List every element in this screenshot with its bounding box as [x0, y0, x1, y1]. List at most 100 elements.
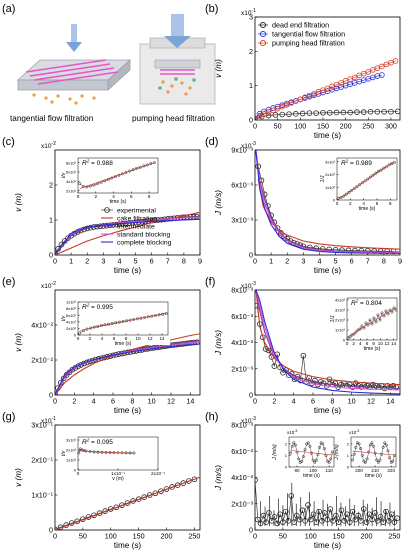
panel-f-inset-y-tick-label: 3x10³ [335, 308, 346, 313]
panel-e-x-tick-label: 14 [186, 397, 194, 406]
panel-f-inset-x-tick-label: 12 [384, 341, 390, 346]
panel-h-experimental-data-point [372, 510, 378, 516]
panel-g-inset-x-axis-label: v (m) [112, 476, 124, 482]
panel-e-inset-data-point [78, 331, 82, 335]
panel-f-inset-y-tick-label: 0 [343, 338, 346, 343]
panel-c-inset-data-point [85, 185, 89, 189]
panel-d-y-exponent-sup: -3 [251, 141, 256, 147]
panel-b-plot-area [255, 58, 400, 120]
panel-f-inset-data-point [390, 310, 394, 314]
panel-c-inset-x-tick-label: 0 [77, 194, 80, 199]
panel-e-y-tick-label: 4x10⁻² [31, 321, 53, 330]
panel-h-x-tick-label: 250 [388, 532, 400, 541]
panel-h-inset-y-exponent-sup: -3 [356, 429, 359, 433]
panel-h-plot-area [255, 477, 400, 527]
panel-h-1-inset-data-point [383, 441, 387, 445]
panel-h-experimental-data-point [341, 518, 348, 524]
panel-f-x-tick-label: 2 [272, 397, 276, 406]
panel-b-x-tick-label: 0 [253, 122, 257, 131]
panel-b-x-tick-label: 200 [340, 122, 352, 131]
panel-f-y-axis-label: J (m/s) [214, 330, 223, 356]
panel-d-inset-y-tick-label: 2x10³ [325, 172, 336, 177]
panel-c: (c) 0 1 2 3 4 5 6 7 8 9 0 1 2 time (s) v (m) x10-2 experi… [2, 136, 202, 275]
panel-b-pumping-head-filtration-data-point [283, 102, 290, 108]
panel-d-cake-filtration-fit-line [257, 179, 400, 250]
panel-b-x-tick-label: 250 [362, 122, 374, 131]
panel-f-experimental-data-point [317, 379, 324, 385]
panel-g-inset-data-point [82, 449, 86, 452]
panel-g-label: (g) [2, 411, 15, 423]
panel-e-inset-x-tick-label: 2 [89, 336, 92, 341]
panel-h-experimental-data-point [307, 516, 314, 523]
panel-b-pumping-head-filtration-data-point [338, 80, 344, 86]
panel-g-y-tick-label: 3x10⁻¹ [31, 421, 53, 430]
panel-f-r-squared-value: = 0.804 [358, 300, 382, 307]
panel-e-inset-x-tick-label: 10 [135, 336, 141, 341]
panel-h-0-inset-data-point [289, 451, 293, 455]
panel-h-0-inset-series-line [290, 442, 333, 463]
panel-g-inset-y-tick-label: 0 [74, 468, 77, 473]
panel-d-inset-x-tick-label: 6 [376, 201, 379, 206]
panel-c-x-tick-label: 4 [117, 257, 121, 266]
panel-d-inset-x-axis-label: time (s) [359, 206, 376, 212]
panel-c-inset-y-axis-label: t/v [61, 172, 67, 178]
panel-b-pumping-head-filtration-data-point [351, 74, 358, 81]
panel-a: (a) tangential flow [2, 3, 216, 123]
panel-h-0-inset-bg [287, 435, 336, 477]
panel-e-inset-x-axis-label: time (s) [115, 341, 132, 347]
panel-b-x-axis-label: time (s) [314, 131, 342, 140]
panel-e-inset-data-point [107, 322, 111, 326]
panel-h-experimental-data-point [282, 508, 289, 515]
particles [32, 93, 96, 105]
panel-d-r-squared-value: = 0.989 [348, 160, 372, 167]
panel-h-y-tick-label: 6x10⁻³ [231, 447, 253, 456]
panel-e-y-axis-label: v (m) [14, 333, 23, 352]
panel-c-y-tick-label: 2 [49, 181, 53, 190]
panel-d-plot-area [255, 150, 400, 255]
panel-b-dead-end-filtration-data-point [360, 109, 367, 115]
panel-h-0-inset-data-point [327, 460, 331, 464]
panel-d-inset-x-tick-label: 0 [336, 201, 339, 206]
panel-c-x-tick-label: 9 [198, 257, 202, 266]
panel-b-dead-end-filtration-data-point [299, 110, 306, 117]
panel-g-experimental-data-point [191, 476, 198, 483]
tangential-flow-caption: tangential flow filtration [10, 114, 94, 123]
panel-d-standard-blocking-fit-line [255, 150, 400, 253]
panel-g-y-exponent: x10-1 [41, 416, 56, 425]
panel-e-plot-area [55, 333, 200, 395]
panel-g-x-tick-label: 50 [79, 532, 87, 541]
panel-c-legend-label: standard blocking [117, 231, 170, 238]
panel-c-inset-x-tick-label: 2 [94, 194, 97, 199]
panel-b-pumping-head-filtration-data-point [311, 91, 317, 97]
panel-f-experimental-data-point [300, 352, 307, 359]
panel-h-1-inset-data-point [375, 458, 379, 462]
panel-g-inset-y-tick-label: 1x10³ [66, 458, 77, 463]
panel-h-1-inset-fit-line [352, 450, 395, 456]
panel-d-x-tick-label: 8 [382, 257, 386, 266]
panel-h-1-inset-data-point [359, 447, 363, 450]
panel-b-pumping-head-filtration-data-point [324, 85, 331, 92]
panel-h-experimental-data-point [338, 507, 345, 514]
panel-e-inset-data-point [99, 323, 103, 327]
panel-c-x-tick-label: 6 [150, 257, 154, 266]
panel-c-inset-data-point [152, 161, 156, 165]
pumping-head-device-illustration: pumping head filtration [132, 14, 216, 123]
membrane-fibers [25, 59, 119, 85]
panel-c-legend-label: cake filtration [117, 215, 157, 222]
panel-f-inset-data-point [380, 311, 384, 315]
panel-h-0-inset-x-tick-label: 110 [326, 468, 334, 473]
panel-h-1-inset-data-point [388, 456, 392, 460]
panel-f-inset-data-point [370, 322, 374, 326]
panel-c-y-axis-label: v (m) [14, 193, 23, 212]
panel-h-experimental-data-point [321, 510, 328, 516]
panel-c-x-tick-label: 8 [182, 257, 186, 266]
panel-d-inset-data-point [363, 179, 367, 183]
panel-h-1-inset-y-axis-label: J (m/s) [334, 444, 340, 461]
panel-g-inset-x-tick-label: 1x10⁻¹ [111, 471, 125, 476]
panel-g-x-tick-label: 150 [133, 532, 145, 541]
panel-b-dead-end-filtration-data-point [374, 108, 381, 115]
panel-h-1-inset-series-line [352, 442, 395, 463]
panel-f-x-axis-label: time (s) [314, 406, 342, 415]
panel-f-inset-y-tick-label: 4x10³ [335, 298, 346, 303]
